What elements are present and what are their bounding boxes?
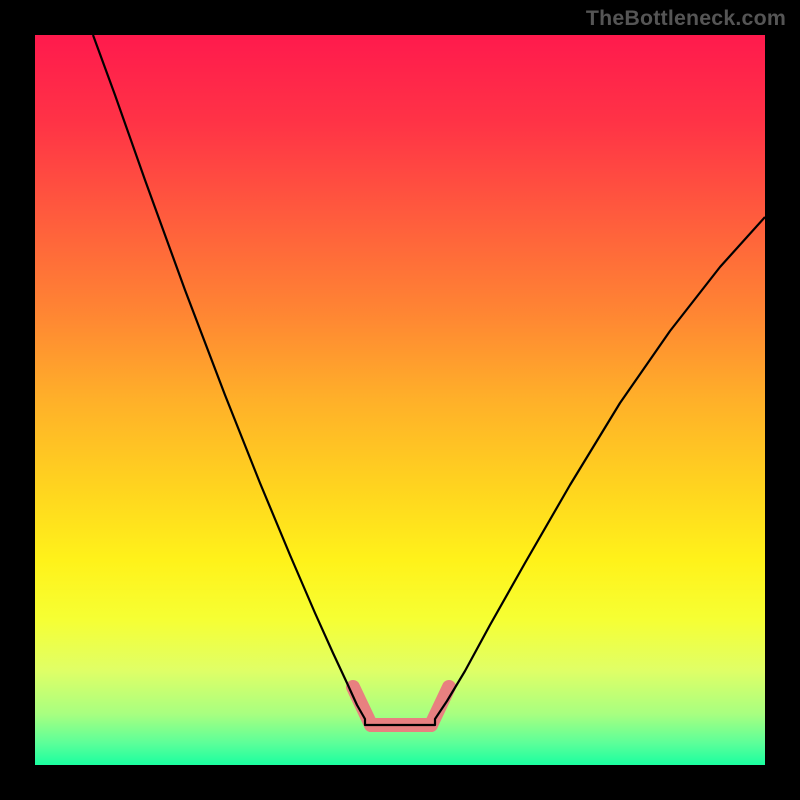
plot-area (35, 35, 765, 765)
plot-svg (35, 35, 765, 765)
watermark-text: TheBottleneck.com (586, 6, 786, 31)
gradient-background (35, 35, 765, 765)
chart-frame: TheBottleneck.com (0, 0, 800, 800)
